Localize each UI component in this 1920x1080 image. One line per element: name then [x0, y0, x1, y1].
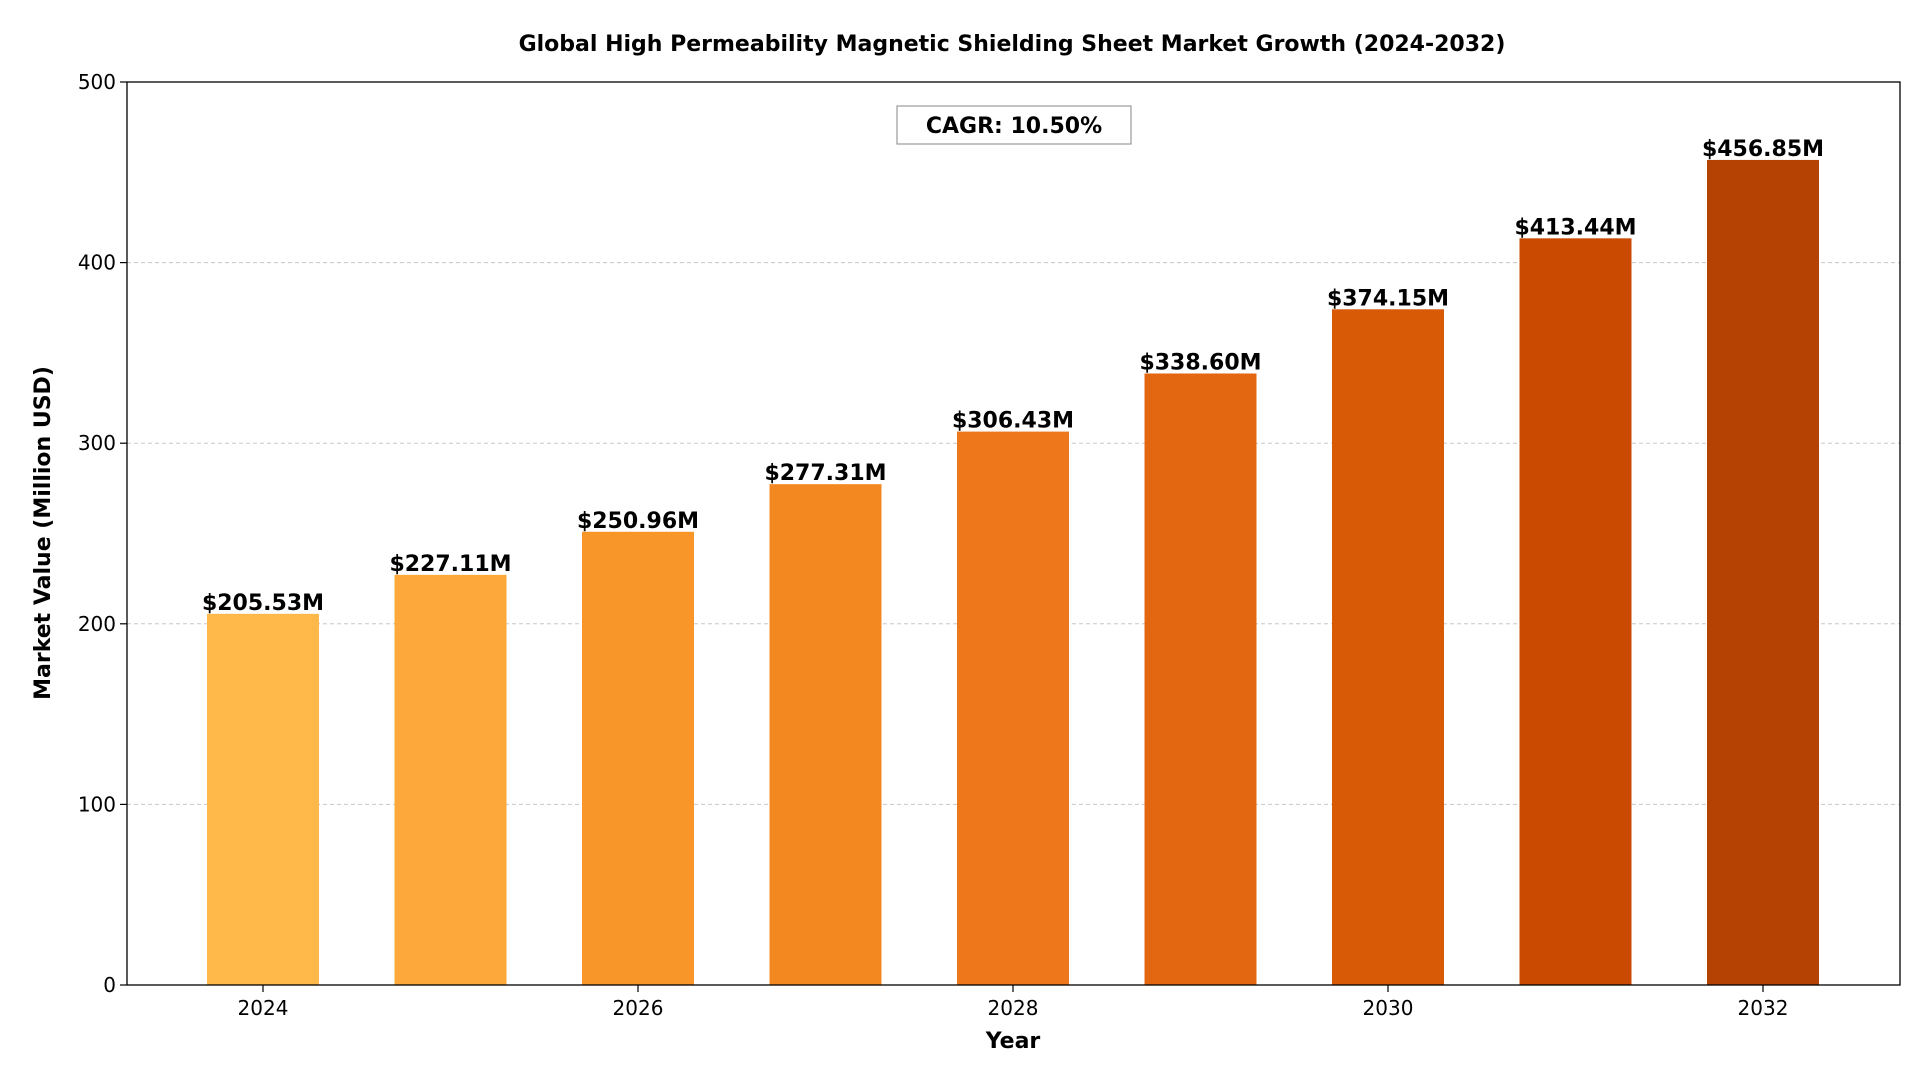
bar-2030	[1332, 309, 1444, 985]
bar-2028	[957, 431, 1069, 986]
y-tick-label: 400	[78, 251, 116, 275]
y-tick-label: 500	[78, 70, 116, 94]
y-tick-label: 200	[78, 612, 116, 636]
bar-2031	[1519, 238, 1632, 985]
chart-title: Global High Permeability Magnetic Shield…	[519, 32, 1506, 57]
data-label-2027: $277.31M	[764, 461, 886, 486]
x-axis-ticks: 2024 2026 2028 2030 2032	[238, 985, 1789, 1020]
data-labels: $205.53M $227.11M $250.96M $277.31M $306.43M…	[202, 137, 1824, 616]
data-label-2024: $205.53M	[202, 591, 324, 616]
data-label-2026: $250.96M	[577, 509, 699, 534]
data-label-2029: $338.60M	[1139, 350, 1261, 375]
x-tick-label: 2026	[613, 996, 664, 1020]
bar-2029	[1144, 373, 1257, 985]
x-axis-label: Year	[985, 1029, 1041, 1054]
data-label-2032: $456.85M	[1702, 137, 1824, 162]
x-tick-label: 2032	[1738, 996, 1789, 1020]
cagr-box	[896, 105, 1132, 145]
x-tick-label: 2024	[238, 996, 289, 1020]
bars	[207, 159, 1819, 986]
x-tick-label: 2028	[988, 996, 1039, 1020]
bar-2032	[1707, 159, 1819, 985]
y-axis-label: Market Value (Million USD)	[31, 366, 56, 700]
bar-2027	[769, 484, 882, 985]
bar-2025	[394, 574, 507, 985]
data-label-2030: $374.15M	[1327, 286, 1449, 311]
y-axis-ticks: 0 100 200 300 400 500	[78, 70, 127, 997]
y-tick-label: 0	[103, 973, 116, 997]
cagr-annotation: CAGR: 10.50%	[896, 105, 1132, 145]
bar-2024	[207, 613, 319, 985]
bar-2026	[582, 531, 694, 985]
data-label-2031: $413.44M	[1514, 215, 1636, 240]
cagr-text: CAGR: 10.50%	[926, 114, 1102, 139]
x-tick-label: 2030	[1363, 996, 1414, 1020]
data-label-2025: $227.11M	[389, 552, 511, 577]
y-tick-label: 100	[78, 792, 116, 816]
y-tick-label: 300	[78, 431, 116, 455]
data-label-2028: $306.43M	[952, 409, 1074, 434]
